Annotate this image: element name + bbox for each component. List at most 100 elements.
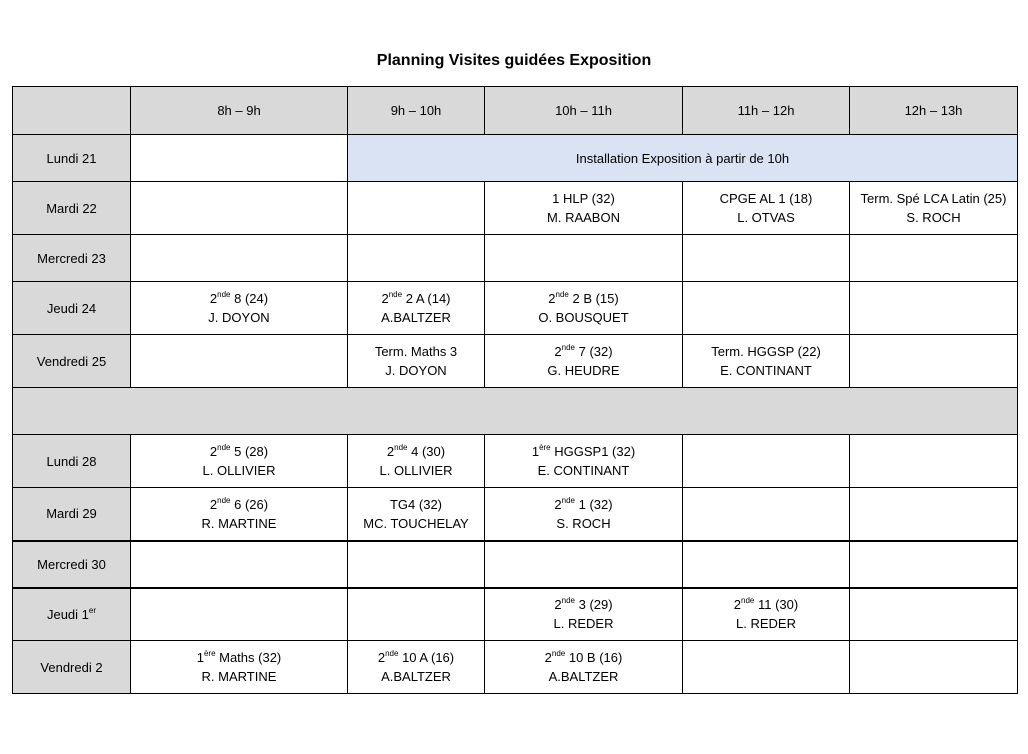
class-text: 2	[209, 496, 218, 512]
day-text: Mercredi 23	[37, 250, 106, 266]
table-row: Jeudi 24 2nde 8 (24) J. DOYON 2nde 2 A (14)…	[12, 281, 1018, 335]
table-row: Vendredi 2 1ère Maths (32) R. MARTINE 2nde …	[12, 640, 1018, 694]
empty-slot	[682, 434, 850, 488]
visit-slot: 2nde 4 (30) L. OLLIVIER	[347, 434, 485, 488]
visit-slot: 1ère HGGSP1 (32) E. CONTINANT	[484, 434, 683, 488]
empty-slot	[484, 539, 683, 588]
teacher-name: MC. TOUCHELAY	[363, 515, 469, 531]
event-banner: Installation Exposition à partir de 10h	[347, 134, 1018, 182]
teacher-name: G. HEUDRE	[547, 363, 620, 378]
visit-slot: TG4 (32) MC. TOUCHELAY	[347, 487, 485, 541]
class-text: 5 (28)	[230, 444, 269, 459]
class-text: Term. Maths 3	[374, 344, 458, 359]
day-text: Vendredi 2	[40, 659, 103, 675]
class-text: 1	[196, 650, 204, 665]
class-name: 2nde 4 (30)	[348, 442, 484, 461]
day-label: Mercredi 23	[12, 234, 131, 282]
class-superscript: ère	[203, 649, 216, 658]
class-superscript: nde	[217, 495, 231, 505]
day-text: Vendredi 25	[36, 353, 107, 369]
visit-slot: 2nde 10 B (16) A.BALTZER	[484, 640, 683, 694]
teacher-name: S. ROCH	[556, 515, 611, 531]
class-name: 2nde 2 A (14)	[348, 289, 484, 308]
page-title: Planning Visites guidées Exposition	[376, 52, 652, 69]
empty-slot	[682, 539, 850, 588]
empty-slot	[130, 334, 348, 388]
teacher-name: A.BALTZER	[381, 310, 451, 325]
class-name: 2nde 8 (24)	[131, 289, 347, 308]
day-superscript: er	[88, 605, 97, 615]
class-name: 2nde 1 (32)	[485, 495, 682, 514]
day-label: Mardi 29	[12, 487, 131, 541]
empty-slot	[347, 234, 485, 282]
empty-slot	[682, 640, 850, 694]
class-text: 1 (32)	[575, 496, 613, 512]
teacher-name: E. CONTINANT	[720, 363, 812, 378]
teacher-name: O. BOUSQUET	[538, 310, 629, 325]
class-text: HGGSP1 (32)	[550, 444, 636, 459]
empty-slot	[849, 234, 1018, 282]
class-name: 2nde 5 (28)	[131, 442, 347, 461]
class-name: 2nde 3 (29)	[485, 595, 682, 614]
teacher-name: L. OLLIVIER	[379, 463, 453, 478]
schedule-table: 8h – 9h 9h – 10h 10h – 11h 11h – 12h 12h – 1…	[12, 86, 1018, 694]
day-label: Lundi 21	[12, 134, 131, 182]
class-superscript: nde	[561, 596, 575, 606]
column-header: 9h – 10h	[347, 86, 485, 135]
class-superscript: nde	[217, 290, 231, 299]
class-text: 1 HLP (32)	[552, 191, 615, 206]
teacher-name: M. RAABON	[547, 210, 620, 225]
class-superscript: nde	[551, 649, 566, 658]
day-label: Jeudi 1er	[12, 586, 131, 641]
empty-slot	[682, 234, 850, 282]
class-text: 6 (26)	[230, 496, 269, 512]
table-row	[12, 387, 1018, 435]
class-name: 1ère HGGSP1 (32)	[485, 442, 682, 461]
day-text: Mardi 29	[46, 506, 97, 522]
day-label: Mardi 22	[12, 181, 131, 235]
class-name: 2nde 6 (26)	[131, 495, 347, 514]
class-name: Term. HGGSP (22)	[683, 342, 849, 361]
class-name: 2nde 10 B (16)	[485, 648, 682, 667]
table-row: Lundi 28 2nde 5 (28) L. OLLIVIER 2nde 4 (30…	[12, 434, 1018, 488]
day-label: Vendredi 25	[12, 334, 131, 388]
class-text: Term. HGGSP (22)	[711, 344, 821, 359]
class-text: 11 (30)	[754, 597, 799, 613]
teacher-name: L. REDER	[553, 616, 614, 632]
day-label: Mercredi 30	[12, 539, 131, 588]
class-superscript: nde	[385, 649, 399, 658]
class-text: 7 (32)	[575, 344, 613, 359]
class-name: 2nde 10 A (16)	[348, 648, 484, 667]
teacher-name: L. OLLIVIER	[202, 463, 276, 478]
class-name: Term. Maths 3	[348, 342, 484, 361]
teacher-name: R. MARTINE	[201, 515, 277, 531]
class-text: 8 (24)	[230, 291, 269, 306]
class-text: 2 B (15)	[568, 291, 619, 306]
class-text: 2	[554, 344, 562, 359]
class-text: 2 A (14)	[402, 291, 451, 306]
day-label: Jeudi 24	[12, 281, 131, 335]
visit-slot: 2nde 6 (26) R. MARTINE	[130, 487, 348, 541]
day-label: Vendredi 2	[12, 640, 131, 694]
table-row: Mercredi 30	[12, 539, 1018, 588]
visit-slot: Term. Maths 3 J. DOYON	[347, 334, 485, 388]
class-text: 1	[531, 444, 540, 459]
class-name: 2nde 7 (32)	[485, 342, 682, 361]
class-name: 1ère Maths (32)	[131, 648, 347, 667]
class-name: CPGE AL 1 (18)	[683, 189, 849, 208]
class-text: 2	[544, 650, 552, 665]
class-text: 2	[209, 444, 218, 459]
class-name: 2nde 2 B (15)	[485, 289, 682, 308]
visit-slot: 2nde 10 A (16) A.BALTZER	[347, 640, 485, 694]
week-separator	[12, 387, 1018, 435]
class-text: 2	[554, 597, 562, 613]
class-text: 2	[554, 496, 562, 512]
teacher-name: J. DOYON	[208, 310, 270, 325]
class-superscript: nde	[561, 495, 575, 505]
empty-slot	[347, 539, 485, 588]
empty-slot	[682, 281, 850, 335]
class-superscript: nde	[394, 443, 408, 452]
class-superscript: nde	[388, 290, 403, 299]
visit-slot: 2nde 8 (24) J. DOYON	[130, 281, 348, 335]
column-header: 11h – 12h	[682, 86, 850, 135]
